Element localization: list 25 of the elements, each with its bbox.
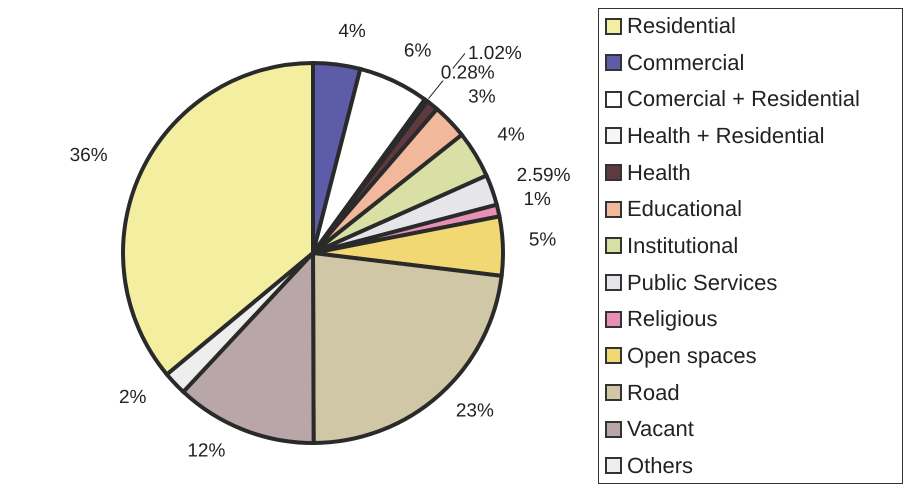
data-label: 4%	[497, 124, 525, 146]
data-label: 1%	[523, 188, 552, 210]
legend-label: Institutional	[626, 232, 740, 259]
data-label: 1.02%	[468, 42, 522, 64]
data-label: 36%	[70, 144, 108, 166]
legend-label: Religious	[626, 306, 718, 332]
legend-label: Health	[626, 160, 692, 186]
data-label: 2.59%	[516, 165, 571, 186]
legend-label: Road	[626, 380, 681, 406]
legend-label: Public Services	[626, 270, 778, 296]
data-label: 5%	[528, 230, 556, 251]
data-label: 12%	[187, 440, 226, 462]
data-label: 4%	[338, 21, 366, 42]
legend-label: Educational	[626, 196, 743, 222]
legend-label: Others	[626, 452, 694, 479]
legend-label: Residential	[626, 13, 737, 39]
legend-label: Commercial	[626, 50, 746, 76]
data-label: 2%	[119, 387, 147, 408]
legend-label: Open spaces	[626, 342, 758, 369]
data-label: 3%	[468, 86, 496, 108]
data-label: 6%	[404, 40, 432, 62]
data-label: 23%	[456, 400, 494, 422]
legend-label: Health + Residential	[626, 122, 826, 149]
legend-label: Comercial + Residential	[626, 86, 861, 112]
legend-label: Vacant	[626, 416, 695, 442]
